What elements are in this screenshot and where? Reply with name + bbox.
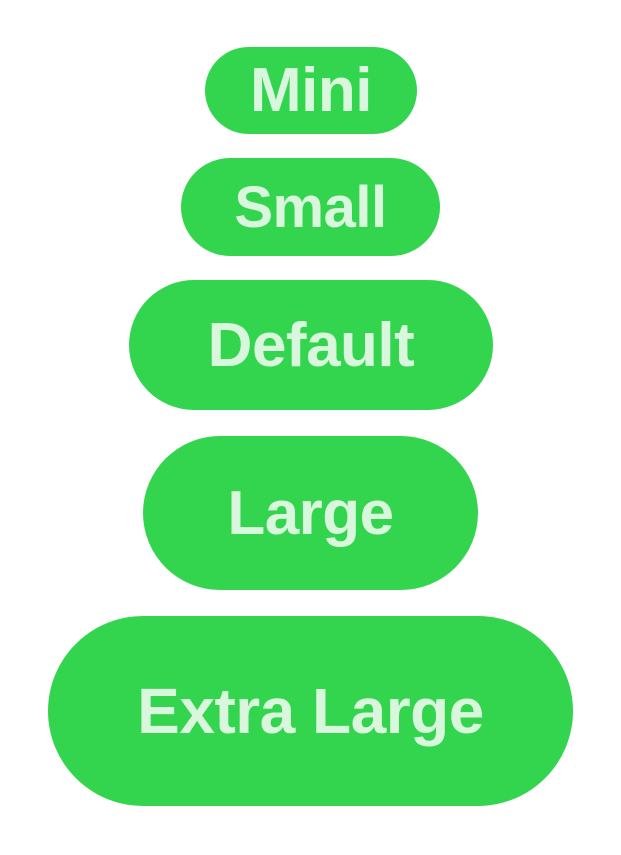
extra-large-button[interactable]: Extra Large (48, 616, 573, 806)
default-button[interactable]: Default (129, 280, 493, 410)
mini-button[interactable]: Mini (205, 47, 417, 134)
small-button[interactable]: Small (181, 158, 440, 256)
large-button[interactable]: Large (143, 436, 478, 590)
